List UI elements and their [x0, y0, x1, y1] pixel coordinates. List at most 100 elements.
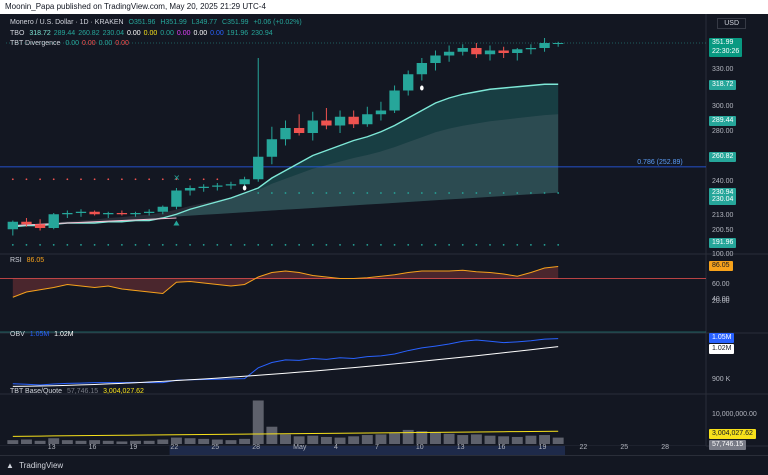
- base-quote-legend: TBT Base/Quote 57,746.15 3,004,027.62: [10, 387, 147, 396]
- support-dot: [543, 192, 546, 194]
- candle-body: [484, 50, 496, 55]
- lower-dot: [66, 243, 69, 246]
- time-axis-label: May: [293, 444, 307, 451]
- lower-dot: [284, 243, 287, 246]
- lower-dot: [216, 243, 219, 246]
- candle-body: [116, 213, 128, 215]
- symbol-legend: Monero / U.S. Dollar · 1D · KRAKEN O351.…: [10, 18, 305, 27]
- volume-bar: [293, 436, 305, 444]
- tbo-value: 289.44: [53, 30, 76, 37]
- lower-dot: [175, 243, 178, 246]
- support-dot: [339, 192, 341, 194]
- obv-legend: OBV 1.05M 1.02M: [10, 330, 77, 339]
- time-axis-label: 16: [88, 444, 97, 451]
- tradingview-brand[interactable]: TradingView: [19, 461, 64, 470]
- lower-dot: [52, 243, 55, 246]
- resistance-dot: [202, 178, 205, 181]
- lower-dot: [134, 243, 137, 246]
- lower-dot: [502, 243, 505, 246]
- tbo-value: 191.96: [226, 30, 249, 37]
- base-value-tag: 57,746.15: [709, 440, 747, 451]
- resistance-dot: [11, 178, 14, 181]
- resistance-dot: [107, 178, 110, 181]
- divergence-value: 0.00: [65, 40, 80, 47]
- time-axis-label: 7: [374, 444, 379, 451]
- volume-ma-line: [12, 430, 559, 437]
- volume-bar: [211, 439, 223, 444]
- candle-body: [171, 190, 182, 207]
- price-axis-label: 200.50: [712, 227, 734, 235]
- lower-dot: [380, 243, 382, 246]
- obv-label: OBV: [10, 331, 25, 338]
- tbo-value: 0.00: [127, 30, 141, 37]
- divergence-value: 0.00: [82, 40, 96, 47]
- lower-dot: [25, 243, 28, 246]
- resistance-dot: [39, 178, 41, 181]
- base-quote-label: TBT Base/Quote: [10, 388, 63, 395]
- price-tag: 230.04: [709, 195, 737, 206]
- obv-tag: 1.05M: [709, 332, 735, 343]
- volume-bar: [430, 432, 441, 444]
- ohlc-high: H351.99: [160, 19, 187, 26]
- publisher-text: Moonin_Papa published on TradingView.com…: [5, 2, 266, 11]
- resistance-dot: [161, 178, 164, 181]
- chart-area[interactable]: 0.786 (252.89) ✕: [0, 14, 768, 460]
- tbo-label: TBO: [10, 30, 25, 37]
- volume-bar: [416, 431, 428, 444]
- buy-arrow-icon: [173, 220, 180, 226]
- volume-bar: [252, 400, 264, 444]
- support-dot: [257, 192, 260, 194]
- lower-dot: [489, 243, 491, 246]
- candle-body: [416, 63, 428, 75]
- tbo-legend: TBO 318.72 289.44 260.82 230.04 0.00 0.00 0.00…: [10, 29, 279, 38]
- rsi-tag: 86.05: [709, 261, 733, 272]
- volume-bar: [116, 441, 128, 444]
- candle-body: [266, 139, 278, 157]
- divergence-label: TBT Divergence: [10, 40, 61, 47]
- candle-body: [280, 128, 291, 140]
- lower-dot: [80, 243, 82, 246]
- divergence-value: 0.00: [115, 40, 129, 47]
- volume-bar: [525, 435, 537, 444]
- support-dot: [270, 192, 273, 194]
- support-dot: [352, 192, 355, 194]
- divergence-values: 0.00 0.00 0.00 0.00: [65, 40, 132, 47]
- base-quote-value-1: 57,746.15: [66, 388, 99, 395]
- volume-bar: [48, 438, 60, 444]
- lower-dot: [393, 243, 396, 246]
- rsi-overbought-fill: [12, 266, 559, 298]
- candle-body: [21, 221, 32, 225]
- rsi-axis-label: 100.00: [712, 251, 734, 258]
- rsi-axis-label: 40.00: [712, 296, 730, 303]
- bar-countdown: 22:30:26: [712, 48, 740, 55]
- volume-bar: [280, 434, 291, 444]
- divergence-value: 0.00: [98, 40, 113, 47]
- tbo-values: 318.72 289.44 260.82 230.04 0.00 0.00 0.00 0.00…: [29, 30, 275, 37]
- lower-dot: [161, 243, 164, 246]
- volume-bar: [334, 437, 346, 444]
- lower-dot: [557, 243, 560, 246]
- candle-body: [512, 49, 523, 53]
- candle-body: [403, 74, 414, 91]
- price-axis-label: 240.00: [712, 178, 734, 185]
- lower-dot: [298, 243, 301, 246]
- volume-bar: [443, 433, 455, 444]
- volume-bar: [348, 436, 360, 444]
- symbol-name: Monero / U.S. Dollar · 1D · KRAKEN: [10, 19, 124, 26]
- volume-bar: [402, 429, 414, 444]
- lower-dot: [434, 243, 437, 246]
- price-tag: 318.72: [709, 79, 737, 90]
- candle-body: [225, 184, 237, 186]
- candle-body: [430, 55, 441, 63]
- signal-dot-icon: [242, 185, 247, 191]
- base-quote-value-2: 3,004,027.62: [103, 388, 144, 395]
- resistance-dot: [52, 178, 55, 181]
- tradingview-logo-icon[interactable]: ▲: [6, 461, 14, 470]
- currency-button[interactable]: USD: [717, 18, 746, 29]
- candle-body: [48, 214, 59, 228]
- lower-dot: [448, 243, 451, 246]
- tbo-value: 260.82: [78, 30, 100, 37]
- rsi-label: RSI: [10, 257, 22, 264]
- divergence-legend: TBT Divergence 0.00 0.00 0.00 0.00: [10, 39, 135, 48]
- tbo-value: 230.04: [102, 30, 125, 37]
